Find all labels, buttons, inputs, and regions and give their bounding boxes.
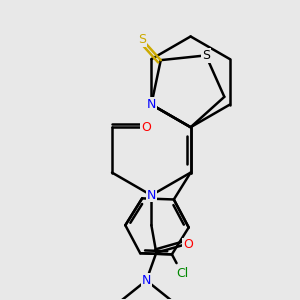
Text: O: O [183, 238, 193, 251]
Text: O: O [141, 121, 151, 134]
Text: N: N [147, 98, 156, 111]
Text: Cl: Cl [176, 267, 188, 280]
Text: S: S [202, 49, 210, 62]
Text: N: N [142, 274, 151, 287]
Text: S: S [138, 33, 146, 46]
Text: N: N [147, 189, 156, 202]
